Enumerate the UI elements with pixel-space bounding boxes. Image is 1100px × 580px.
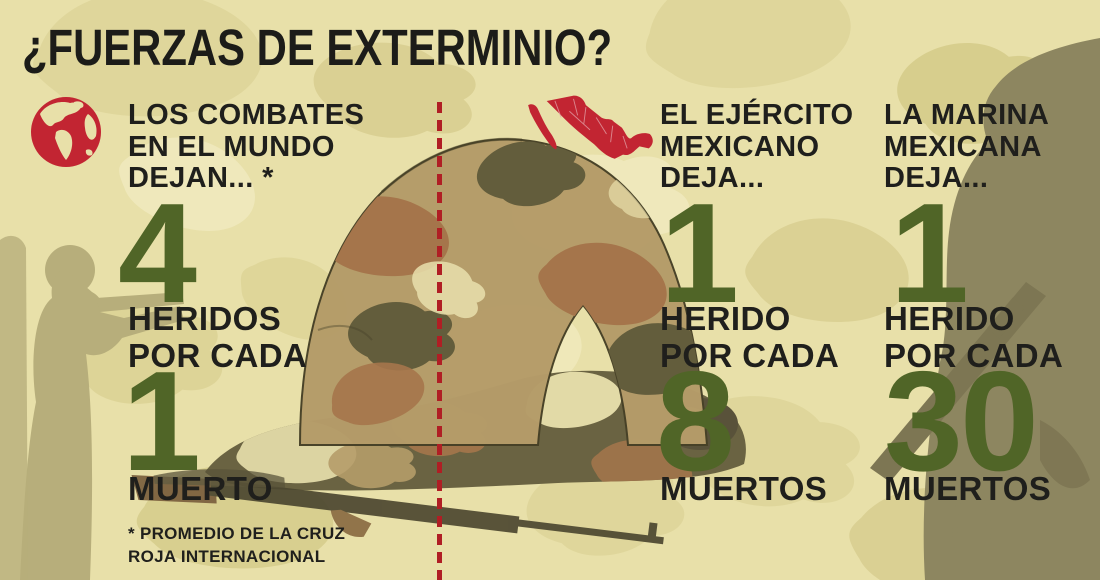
stat-army-dead-label: MUERTOS xyxy=(660,470,828,507)
stat-army-wounded-label: HERIDO POR CADA xyxy=(660,300,840,374)
globe-icon xyxy=(31,97,101,167)
mexico-map-icon xyxy=(528,95,653,159)
stat-navy-wounded-label: HERIDO POR CADA xyxy=(884,300,1064,374)
section-divider-dashed-line xyxy=(437,102,442,580)
heading-mexican-navy: LA MARINA MEXICANA DEJA... xyxy=(884,99,1050,194)
heading-world-combat: LOS COMBATES EN EL MUNDO DEJAN... * xyxy=(128,99,365,194)
stat-world-wounded-label: HERIDOS POR CADA xyxy=(128,300,308,374)
stat-world-dead-label: MUERTO xyxy=(128,470,273,507)
page-title: ¿FUERZAS DE EXTERMINIO? xyxy=(22,19,613,76)
stat-navy-wounded-value: 1 xyxy=(890,174,969,333)
stat-army-dead-value: 8 xyxy=(656,342,735,501)
footnote-source: * PROMEDIO DE LA CRUZ ROJA INTERNACIONAL xyxy=(128,524,346,566)
soldier-silhouette-left xyxy=(0,235,184,580)
stat-navy-dead-value: 30 xyxy=(884,342,1039,501)
mourning-soldier-illustration xyxy=(298,137,709,446)
heading-mexican-army: EL EJÉRCITO MEXICANO DEJA... xyxy=(660,99,854,194)
soldier-silhouette-right xyxy=(870,38,1100,580)
stat-world-wounded-value: 4 xyxy=(118,174,197,333)
stat-army-wounded-value: 1 xyxy=(660,174,739,333)
stat-navy-dead-label: MUERTOS xyxy=(884,470,1052,507)
stat-world-dead-value: 1 xyxy=(122,342,201,501)
